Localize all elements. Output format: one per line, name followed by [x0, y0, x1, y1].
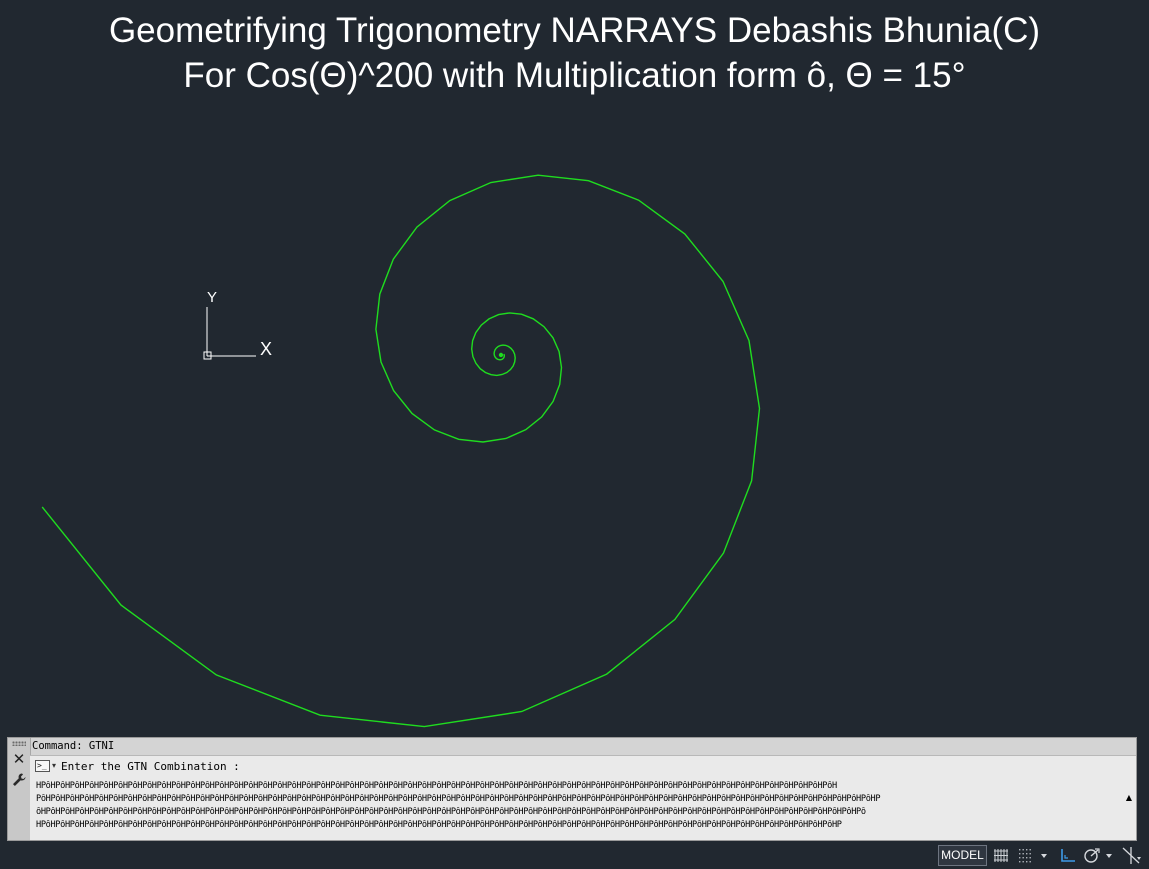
model-space-button[interactable]: MODEL: [938, 845, 987, 866]
dropdown-arrow-icon[interactable]: [1039, 846, 1049, 865]
command-divider: [30, 755, 1136, 756]
drawing-canvas[interactable]: [0, 0, 1149, 740]
ortho-icon[interactable]: [1058, 846, 1078, 865]
command-window-grip[interactable]: ✕: [8, 738, 31, 840]
command-text-line: PôHPôHPôHPôHPôHPôHPôHPôHPôHPôHPôHPôHPôHP…: [36, 794, 881, 804]
spiral-polyline: [41, 174, 761, 728]
command-input-area[interactable]: >_ ▾ Enter the GTN Combination : HPôHPôH…: [30, 756, 1136, 840]
drawing-title-line-1: Geometrifying Trigonometry NARRAYS Debas…: [108, 11, 1041, 50]
polar-tracking-icon[interactable]: [1082, 846, 1102, 865]
dropdown-arrow-icon[interactable]: [1104, 846, 1114, 865]
scroll-up-icon[interactable]: ▲: [1125, 793, 1132, 802]
close-icon[interactable]: ✕: [12, 750, 26, 768]
command-prompt-icon[interactable]: >_: [35, 760, 50, 772]
drag-handle-icon[interactable]: [12, 741, 26, 746]
object-snap-tracking-icon[interactable]: [1120, 846, 1142, 865]
status-bar: MODEL: [0, 842, 1149, 869]
snap-grid-icon[interactable]: [1016, 846, 1034, 865]
wrench-icon[interactable]: [11, 772, 27, 788]
command-text-line: HPôHPôHPôHPôHPôHPôHPôHPôHPôHPôHPôHPôHPôH…: [36, 781, 837, 791]
chevron-down-icon[interactable]: ▾: [52, 761, 57, 770]
command-text-line: ôHPôHPôHPôHPôHPôHPôHPôHPôHPôHPôHPôHPôHPô…: [36, 807, 866, 817]
drawing-title-line-2: For Cos(Θ)^200 with Multiplication form …: [183, 56, 966, 95]
command-text-line: HPôHPôHPôHPôHPôHPôHPôHPôHPôHPôHPôHPôHPôH…: [36, 820, 842, 830]
command-prompt-text: Enter the GTN Combination :: [61, 760, 240, 773]
command-window[interactable]: ✕ Command: GTNI >_ ▾ Enter the GTN Combi…: [7, 737, 1137, 841]
command-history-line: Command: GTNI: [32, 740, 115, 752]
spiral-center-dot: [498, 352, 504, 358]
grid-icon[interactable]: [992, 846, 1010, 865]
